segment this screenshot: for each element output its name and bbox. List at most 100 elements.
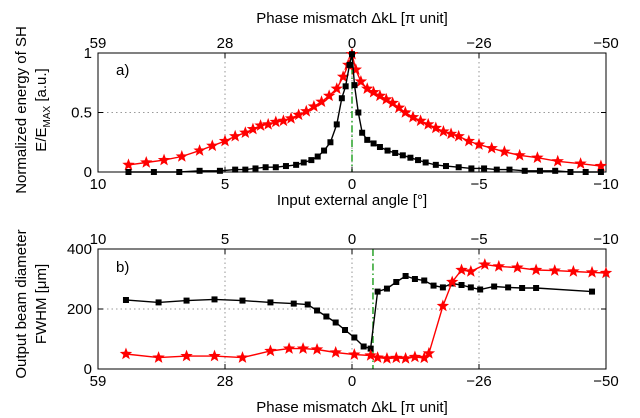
data-point-square [155,299,162,306]
data-point-square [323,313,330,320]
data-point-star [228,129,242,142]
data-point-square [351,82,358,89]
data-point-square [374,288,381,295]
data-point-star [437,125,450,137]
data-point-star [239,126,252,138]
data-point-square [481,165,488,172]
data-point-square [567,169,574,175]
data-point-square [196,167,203,174]
data-point-star [373,89,387,102]
data-point-star [361,82,374,94]
data-point-star [418,351,431,364]
data-point-star [399,106,412,118]
data-point-square [367,345,374,352]
data-point-square [442,163,449,170]
data-point-star [296,342,310,354]
data-point-square [376,144,383,151]
data-point-square [506,166,513,173]
data-point-square [458,282,465,288]
data-point-star [371,351,384,363]
data-point-star [292,108,305,121]
data-point-square [552,167,559,174]
data-point-square [267,299,274,306]
data-point-square [125,169,132,175]
data-point-square [211,296,218,303]
data-point-star [367,85,380,98]
panel-b-ylabel-line2: FWHM [μm] [33,264,50,344]
data-point-star [462,134,476,147]
data-point-star [330,82,343,94]
data-point-square [232,166,239,173]
panel-b-series-red-star [119,258,613,364]
panel-a-bottom-axis-label: Input external angle [°] [277,192,427,209]
data-point-square [536,167,543,174]
data-point-star [262,117,275,130]
panel-b-xtick-label: 0 [348,373,356,390]
data-point-star [315,95,328,108]
data-point-star [349,63,362,75]
data-point-star [386,96,399,109]
data-point-star [422,346,436,359]
data-point-star [380,92,393,105]
data-point-star [498,145,511,158]
data-point-star [585,265,599,278]
data-point-star [464,265,478,277]
data-point-square [346,61,353,68]
data-point-star [310,343,324,355]
data-point-star [380,352,394,364]
panel-a-ylabel: Normalized energy of SH E/EMAX [a.u.] [13,26,53,194]
data-point-star [529,263,543,276]
panel-b-label: b) [116,259,129,276]
data-point-star [511,261,524,273]
data-point-square [342,83,349,90]
data-point-square [239,297,246,304]
data-point-star [455,263,468,276]
panel-a-xtop-tick-label: 59 [90,35,107,52]
panel-b-ylabel: Output beam diameter FWHM [μm] [13,229,50,378]
data-point-star [594,159,608,172]
panel-a-xtick-label: 10 [90,176,107,193]
panel-a-xtop-tick-label: 0 [348,35,356,52]
data-point-star [269,115,282,128]
panel-b-xtop-tick-label: 0 [348,231,356,248]
panel-b-xtop-tick-label: 10 [90,231,107,248]
data-point-star [246,122,260,135]
panel-a-xtop-tick-label: −50 [593,35,618,52]
data-point-square [290,300,297,307]
panel-b-xtick-label: −26 [466,373,491,390]
data-point-star [444,127,458,140]
panel-a-xtop-tick-label: 28 [217,35,234,52]
data-point-square [439,284,446,291]
panel-b-xtick-label: 59 [90,373,107,390]
data-point-square [122,297,129,303]
data-point-star [322,89,336,102]
data-point-square [399,152,406,159]
data-point-star [336,70,350,83]
data-point-square [321,147,328,154]
panel-b-ytick-label: 400 [67,241,92,258]
data-point-square [521,167,528,174]
panel-b-xtop-tick-label: −5 [470,231,487,248]
data-point-star [452,129,465,142]
data-point-square [477,286,484,293]
data-point-star [180,349,193,362]
data-point-square [327,139,334,146]
data-point-star [122,158,135,171]
data-point-star [206,139,219,152]
data-point-star [414,114,427,127]
panel-a-ytick-label: 1 [84,45,92,62]
panel-a-xtop-tick-label: −26 [466,35,491,52]
data-point-square [272,164,279,171]
data-point-star [406,110,420,123]
data-point-star [218,134,232,147]
data-point-square [349,51,355,58]
data-point-square [359,129,366,136]
data-point-star [140,155,153,168]
data-point-square [392,149,399,156]
data-point-square [370,140,377,147]
data-point-square [493,166,500,173]
data-point-square [415,157,422,164]
panel-a-top-axis-label: Phase mismatch ΔkL [π unit] [256,10,448,27]
panel-b-xtop-tick-label: −10 [593,231,618,248]
